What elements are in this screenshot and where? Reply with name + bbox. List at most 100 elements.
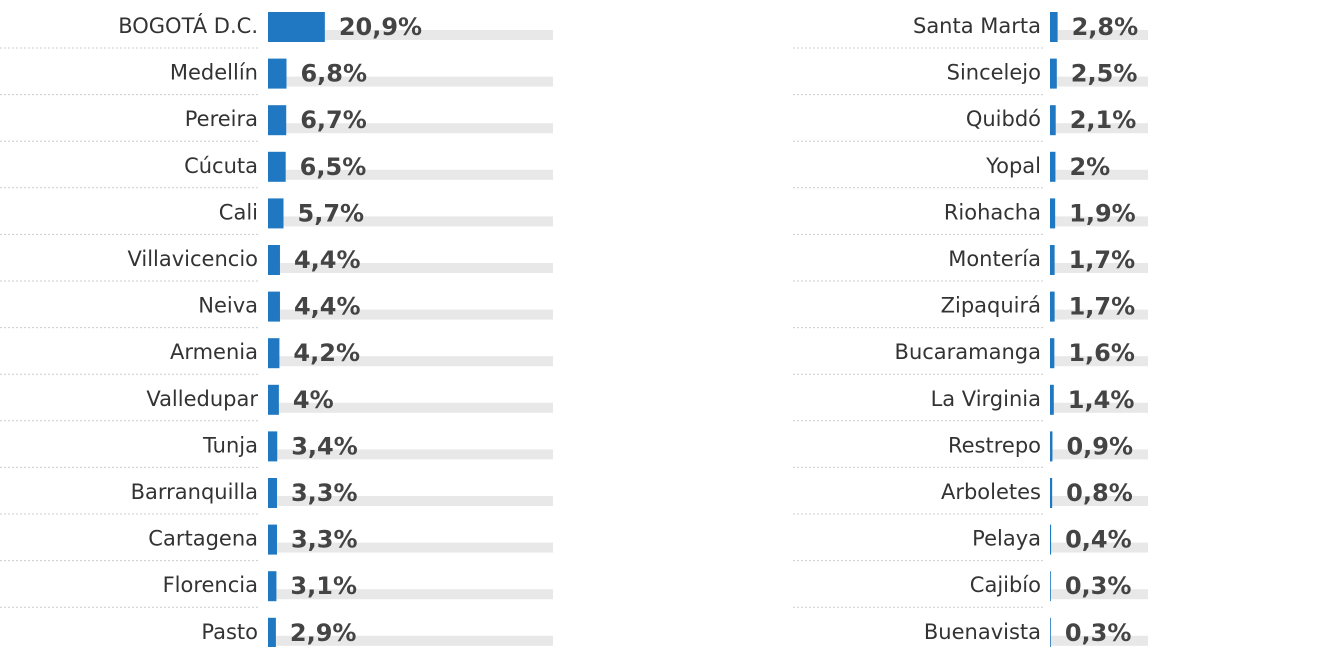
category-label: Buenavista (924, 620, 1041, 644)
category-label: Neiva (198, 294, 258, 318)
bar (1050, 245, 1055, 275)
track (268, 496, 553, 506)
category-label: Cartagena (148, 527, 258, 551)
value-label: 0,9% (1066, 432, 1133, 460)
bar (268, 151, 286, 182)
track (268, 635, 553, 646)
bar (1050, 291, 1055, 322)
category-label: Restrepo (948, 433, 1041, 457)
value-label: 0,3% (1065, 619, 1132, 647)
track (1050, 496, 1148, 506)
track (1050, 76, 1148, 87)
value-label: 1,7% (1069, 246, 1136, 274)
track (268, 169, 553, 180)
category-label: La Virginia (931, 387, 1041, 411)
category-label: Cúcuta (184, 154, 258, 178)
bar (1050, 431, 1053, 462)
bar (268, 571, 277, 602)
category-label: Riohacha (944, 200, 1041, 224)
value-label: 1,9% (1069, 199, 1136, 227)
track (1050, 449, 1148, 460)
track (268, 76, 553, 87)
bar (1050, 198, 1056, 229)
track (1050, 635, 1148, 646)
track (1050, 542, 1148, 553)
bar (1050, 617, 1051, 647)
category-label: Pereira (185, 107, 258, 131)
value-label: 3,4% (291, 432, 358, 460)
track (1050, 216, 1148, 227)
track (268, 123, 553, 134)
bar (1050, 105, 1056, 136)
track (1050, 309, 1148, 320)
value-label: 6,5% (300, 153, 367, 181)
bar (1050, 524, 1052, 555)
category-label: Sincelejo (947, 61, 1041, 85)
category-label: Quibdó (966, 107, 1041, 131)
value-label: 2,5% (1071, 60, 1138, 88)
bar (1050, 571, 1051, 602)
track (268, 309, 553, 320)
bar (268, 338, 280, 369)
value-label: 3,3% (291, 479, 358, 507)
track (268, 449, 553, 460)
value-label: 4,4% (294, 293, 361, 321)
value-label: 4,2% (293, 339, 360, 367)
value-label: 0,4% (1065, 526, 1132, 554)
track (1050, 169, 1148, 180)
category-label: Montería (948, 247, 1041, 271)
category-label: Pasto (201, 620, 258, 644)
value-label: 0,3% (1065, 572, 1132, 600)
value-label: 1,4% (1068, 386, 1135, 414)
value-label: 5,7% (298, 199, 365, 227)
category-label: Bucaramanga (895, 340, 1041, 364)
track (268, 216, 553, 227)
value-label: 1,6% (1068, 339, 1135, 367)
track (1050, 402, 1148, 413)
bar (1050, 338, 1055, 369)
value-label: 2% (1069, 153, 1110, 181)
track (1050, 356, 1148, 367)
category-label: Medellín (170, 61, 258, 85)
value-label: 2,8% (1072, 13, 1139, 41)
value-label: 2,9% (290, 619, 357, 647)
bar (268, 105, 287, 136)
category-label: Cajibío (970, 573, 1041, 597)
value-label: 2,1% (1070, 106, 1137, 134)
category-label: Pelaya (972, 527, 1041, 551)
value-label: 20,9% (339, 13, 422, 41)
bar (268, 198, 284, 229)
track (1050, 263, 1148, 273)
bar (268, 384, 279, 415)
category-label: Florencia (163, 573, 258, 597)
bar (268, 617, 276, 647)
bar (1050, 12, 1058, 42)
category-label: Valledupar (146, 387, 258, 411)
value-label: 4% (293, 386, 334, 414)
value-label: 3,1% (290, 572, 357, 600)
value-label: 3,3% (291, 526, 358, 554)
category-label: Armenia (170, 340, 258, 364)
category-label: Zipaquirá (941, 294, 1041, 318)
bar (268, 245, 280, 275)
value-label: 6,7% (300, 106, 367, 134)
bar (1050, 478, 1053, 508)
track (1050, 589, 1148, 600)
track (1050, 30, 1148, 40)
bar (268, 58, 287, 89)
bar (268, 291, 280, 322)
track (1050, 123, 1148, 134)
track (268, 402, 553, 413)
track (268, 263, 553, 273)
bar (1050, 151, 1056, 182)
category-label: Villavicencio (127, 247, 258, 271)
category-label: Arboletes (941, 480, 1041, 504)
bar (1050, 384, 1054, 415)
category-label: Tunja (202, 433, 258, 457)
category-label: Santa Marta (913, 14, 1041, 38)
value-label: 6,8% (300, 60, 367, 88)
bar (268, 478, 277, 508)
value-label: 0,8% (1066, 479, 1133, 507)
bar (1050, 58, 1057, 89)
